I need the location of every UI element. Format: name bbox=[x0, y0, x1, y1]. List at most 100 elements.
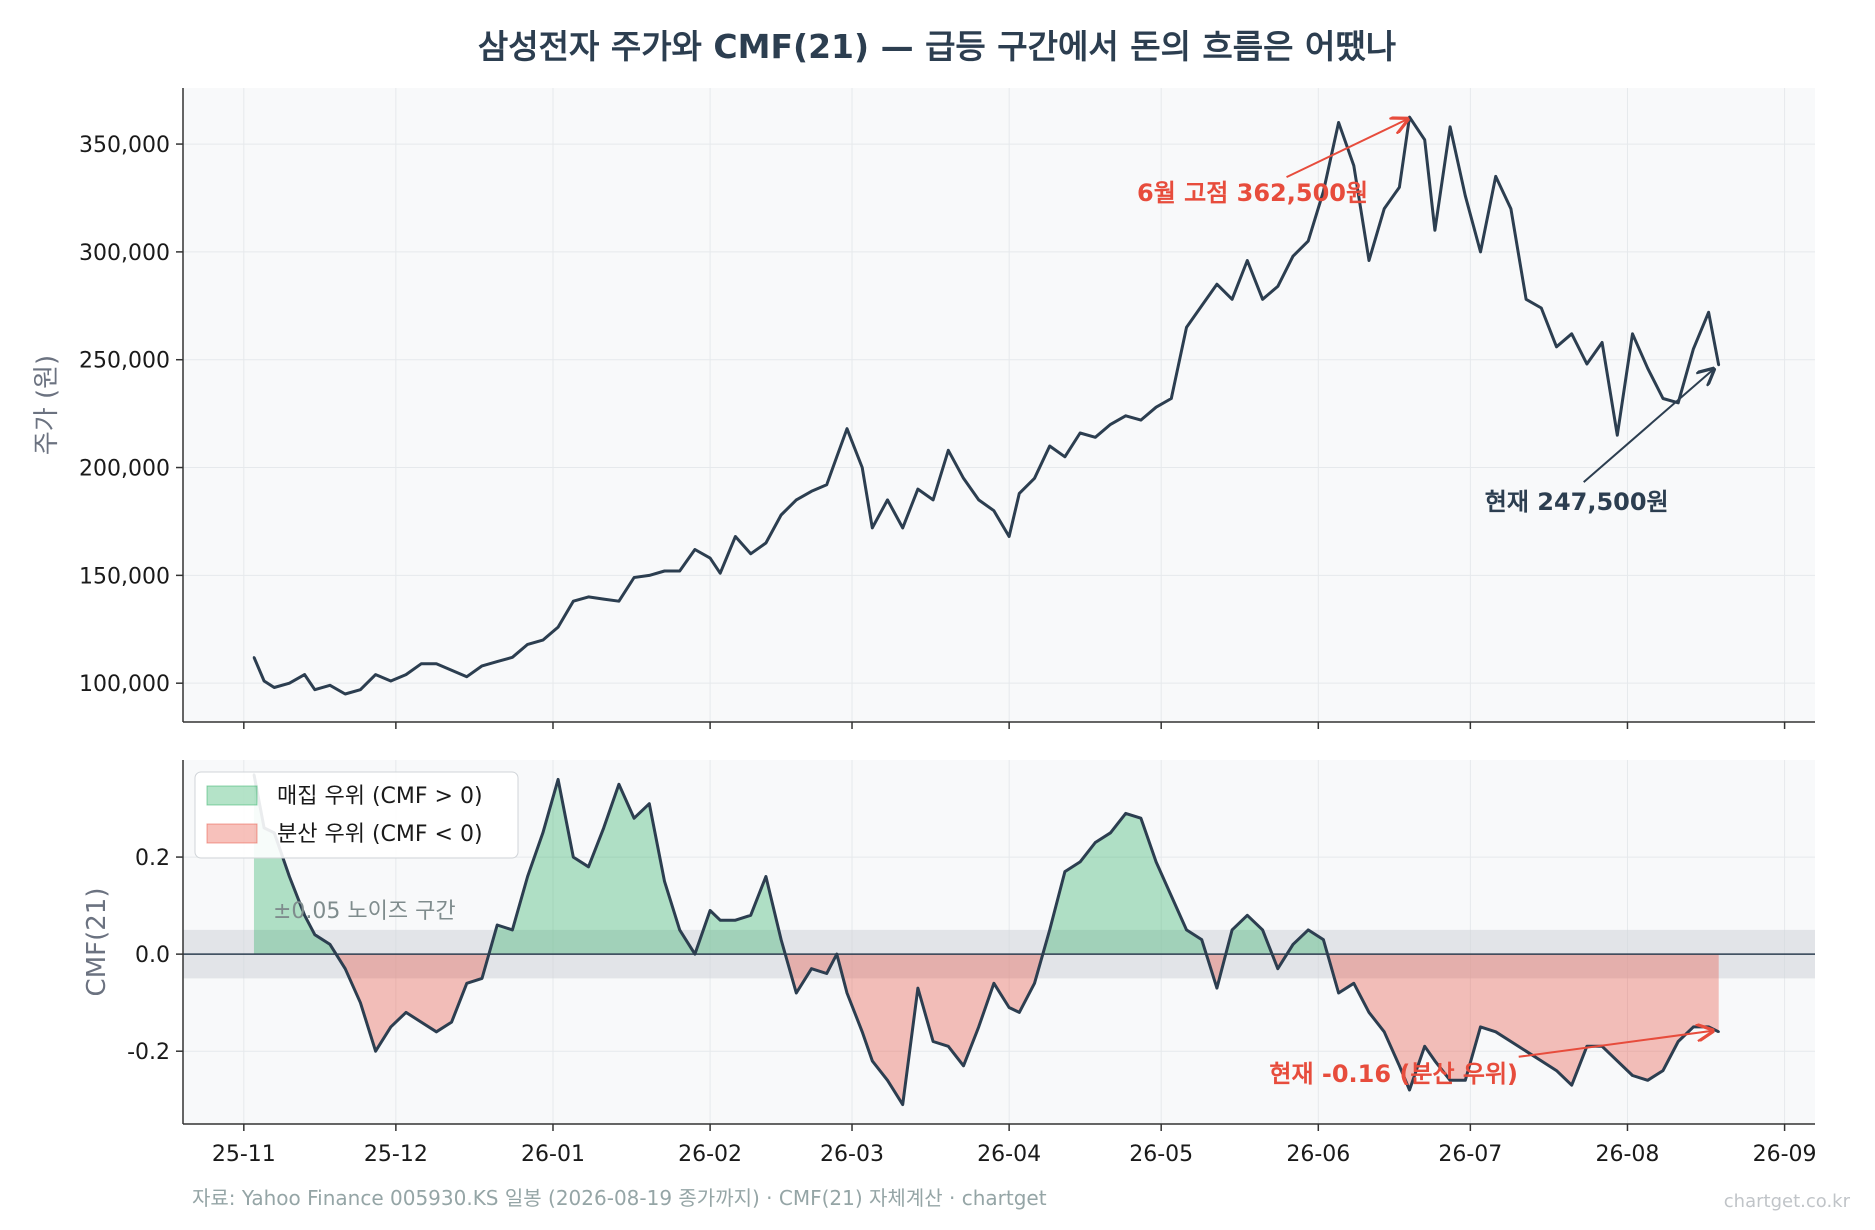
cmf-y-axis-label: CMF(21) bbox=[82, 888, 112, 997]
price-point bbox=[313, 688, 316, 691]
cmf-y-tick-label: 0.2 bbox=[135, 846, 170, 871]
cmf-point bbox=[359, 1001, 362, 1004]
cmf-point bbox=[1322, 938, 1325, 941]
price-panel: 100,000 150,000 200,000 250,000 300,000 350,0… bbox=[32, 88, 1815, 729]
cmf-point bbox=[678, 928, 681, 932]
x-tick-label: 26-06 bbox=[1286, 1142, 1350, 1167]
cmf-point bbox=[389, 1025, 393, 1029]
cmf-point bbox=[1094, 841, 1097, 844]
cmf-point bbox=[1246, 914, 1249, 917]
price-point bbox=[1200, 304, 1203, 308]
price-point bbox=[1170, 397, 1173, 400]
price-point bbox=[1261, 298, 1264, 301]
cmf-point bbox=[617, 783, 621, 786]
price-point bbox=[1717, 363, 1720, 367]
price-point bbox=[845, 427, 849, 430]
price-point bbox=[572, 600, 575, 603]
chart-title: 삼성전자 주가와 CMF(21) — 급등 구간에서 돈의 흐름은 어땠나 bbox=[478, 27, 1396, 66]
cmf-point bbox=[1109, 831, 1112, 834]
price-point bbox=[1600, 341, 1604, 344]
cmf-point bbox=[962, 1064, 965, 1067]
price-point bbox=[1676, 401, 1680, 405]
peak-arrow bbox=[1286, 119, 1408, 179]
cmf-point bbox=[404, 1011, 408, 1014]
cmf-point bbox=[764, 875, 768, 878]
x-tick-label: 26-02 bbox=[678, 1142, 742, 1167]
cmf-point bbox=[1494, 1030, 1497, 1033]
cmf-point bbox=[1433, 1059, 1437, 1063]
price-point bbox=[1585, 362, 1589, 366]
cmf-point bbox=[835, 952, 839, 956]
x-tick-label: 26-09 bbox=[1753, 1142, 1817, 1167]
cmf-point bbox=[303, 914, 306, 917]
price-y-axis-label: 주가 (원) bbox=[32, 355, 62, 455]
price-point bbox=[1078, 431, 1082, 435]
price-point bbox=[273, 686, 276, 689]
price-point bbox=[1367, 259, 1371, 262]
cmf-point bbox=[916, 986, 920, 990]
cmf-point bbox=[1423, 1045, 1426, 1048]
cmf-point bbox=[947, 1045, 950, 1048]
price-point bbox=[1246, 259, 1249, 262]
cmf-point bbox=[931, 1040, 935, 1043]
price-point bbox=[262, 679, 266, 683]
price-y-tick-label: 150,000 bbox=[79, 564, 170, 589]
price-axes: 100,000 150,000 200,000 250,000 300,000 350,0… bbox=[79, 88, 1815, 729]
cmf-point bbox=[1382, 1030, 1386, 1033]
distribution-fill bbox=[253, 954, 1719, 1105]
price-point bbox=[1540, 306, 1543, 310]
price-point bbox=[779, 513, 783, 517]
price-point bbox=[252, 656, 256, 659]
cmf-point bbox=[556, 778, 560, 781]
price-point bbox=[374, 673, 377, 676]
price-point bbox=[1215, 283, 1219, 286]
price-point bbox=[734, 535, 737, 538]
cmf-point bbox=[795, 991, 798, 995]
cmf-point bbox=[1631, 1074, 1634, 1077]
cmf-point bbox=[1509, 1040, 1513, 1043]
cmf-point bbox=[648, 802, 651, 805]
current-cmf-arrow bbox=[1518, 1031, 1713, 1058]
cmf-point bbox=[992, 982, 996, 985]
cmf-legend: 매집 우위 (CMF > 0) 분산 우위 (CMF < 0) bbox=[194, 771, 519, 859]
cmf-point bbox=[1398, 1064, 1401, 1067]
cmf-point bbox=[1448, 1079, 1452, 1082]
current-price-annotation: 현재 247,500원 bbox=[1485, 488, 1669, 516]
price-point bbox=[901, 526, 904, 530]
price-point bbox=[835, 455, 839, 458]
price-point bbox=[1555, 345, 1558, 348]
legend-box bbox=[194, 771, 519, 859]
price-point bbox=[708, 556, 712, 560]
price-point bbox=[1398, 185, 1401, 189]
cmf-point bbox=[450, 1020, 453, 1024]
price-point bbox=[465, 675, 469, 678]
price-y-tick-label: 300,000 bbox=[79, 241, 170, 266]
cmf-point bbox=[420, 1020, 423, 1024]
cmf-point bbox=[1261, 928, 1264, 932]
cmf-point bbox=[779, 938, 783, 941]
cmf-y-tick-label: -0.2 bbox=[127, 1040, 170, 1065]
cmf-point bbox=[435, 1030, 438, 1033]
cmf-point bbox=[1367, 1011, 1371, 1014]
accumulation-fill bbox=[253, 774, 1719, 955]
x-tick-label: 26-03 bbox=[820, 1142, 884, 1167]
cmf-point bbox=[871, 1059, 874, 1063]
cmf-annotations: 현재 -0.16 (분산 우위) bbox=[1269, 1031, 1712, 1088]
cmf-axes: 25-11 25-12 26-01 26-02 26-03 26-04 26-05 26-06… bbox=[127, 760, 1817, 1167]
cmf-point bbox=[1717, 1030, 1720, 1033]
price-point bbox=[480, 664, 484, 668]
cmf-point bbox=[1306, 928, 1310, 932]
cmf-point bbox=[511, 928, 514, 932]
cmf-panel: 25-11 25-12 26-01 26-02 26-03 26-04 26-05 26-06… bbox=[82, 760, 1817, 1167]
cmf-point bbox=[1018, 1011, 1021, 1014]
price-grid bbox=[183, 88, 1815, 722]
cmf-point bbox=[1570, 1083, 1573, 1087]
price-y-tick-label: 250,000 bbox=[79, 349, 170, 374]
price-point bbox=[1661, 397, 1665, 400]
noise-band-label: ±0.05 노이즈 구간 bbox=[273, 899, 456, 924]
cmf-point bbox=[541, 831, 545, 834]
cmf-point bbox=[719, 918, 722, 922]
price-point bbox=[860, 466, 864, 469]
